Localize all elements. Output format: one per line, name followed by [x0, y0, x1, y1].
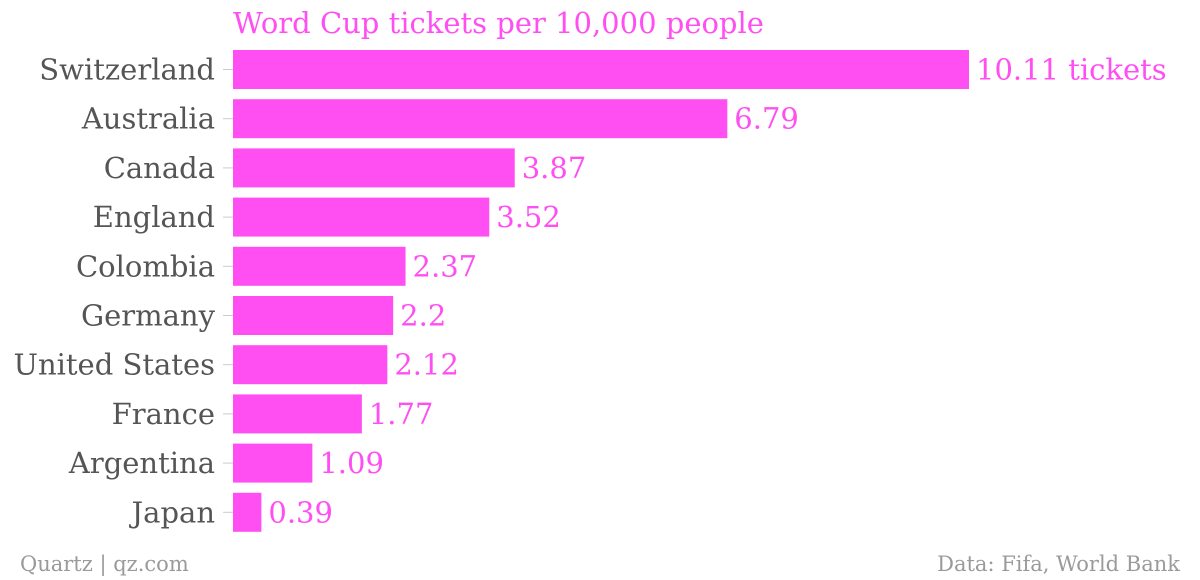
category-label: England	[93, 200, 215, 234]
bar	[233, 148, 515, 188]
value-label: 3.52	[496, 200, 561, 234]
bar	[233, 197, 490, 237]
value-label: 1.09	[319, 446, 384, 480]
value-label: 6.79	[734, 102, 799, 136]
bar	[233, 296, 394, 335]
bars-layer: Switzerland 10.11 tickets Australia 6.79 Can…	[14, 50, 1167, 532]
value-label: 2.2	[400, 299, 446, 333]
category-label: Japan	[129, 495, 215, 529]
value-label: 3.87	[522, 151, 587, 185]
category-label: Australia	[81, 102, 215, 136]
bar	[233, 50, 969, 89]
bar	[233, 246, 406, 286]
bar	[233, 99, 728, 139]
value-label: 1.77	[369, 397, 434, 431]
footer-source: Data: Fifa, World Bank	[937, 552, 1180, 576]
value-label: 0.39	[268, 495, 333, 529]
bar	[233, 394, 362, 434]
value-label: 2.12	[394, 348, 459, 382]
value-label: 10.11 tickets	[976, 53, 1167, 87]
bar	[233, 345, 388, 385]
footer-credit: Quartz | qz.com	[20, 552, 189, 576]
category-label: Colombia	[76, 249, 215, 283]
category-label: Argentina	[68, 446, 215, 480]
bar	[233, 443, 313, 483]
value-label: 2.37	[413, 249, 478, 283]
category-label: Germany	[81, 299, 216, 333]
bar	[233, 492, 262, 532]
category-label: Switzerland	[39, 53, 215, 87]
category-label: United States	[14, 348, 216, 382]
chart-title: Word Cup tickets per 10,000 people	[233, 6, 764, 40]
category-label: Canada	[104, 151, 215, 185]
category-label: France	[112, 397, 215, 431]
